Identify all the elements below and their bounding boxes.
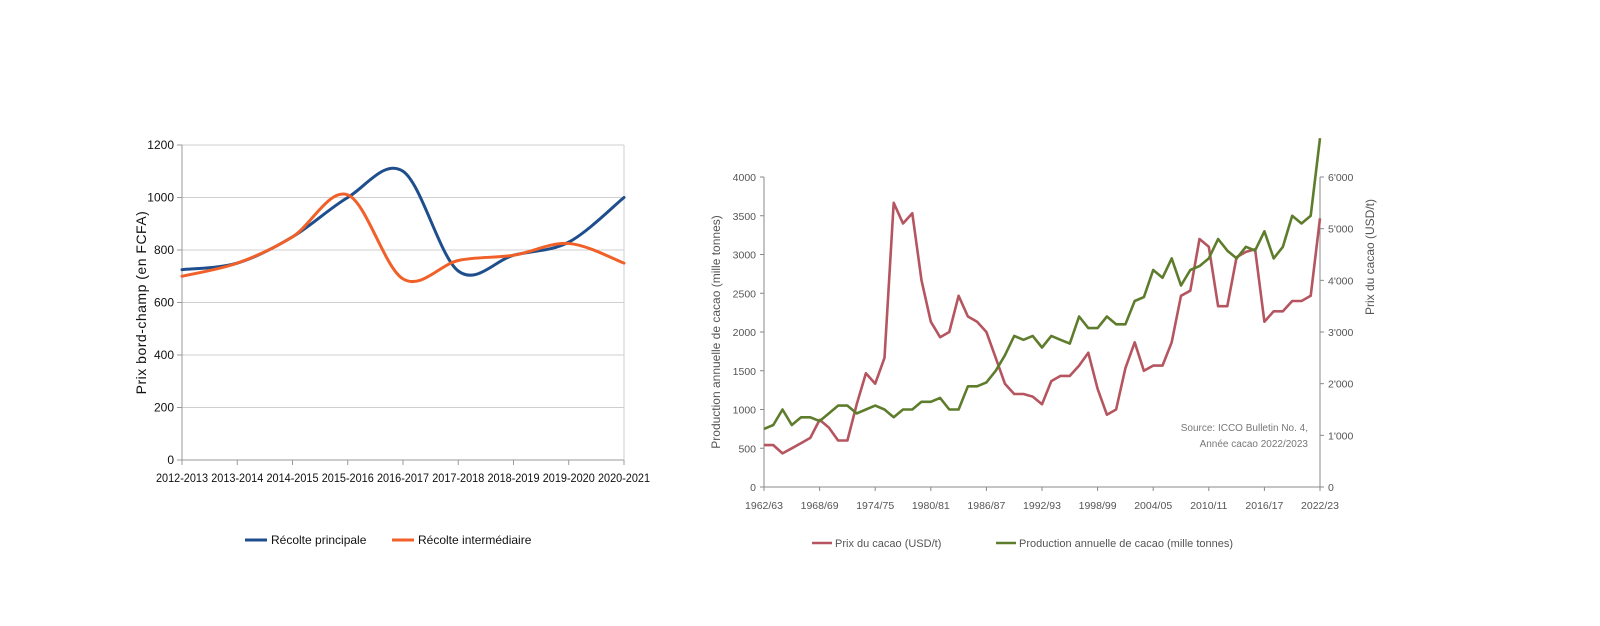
x-tick-label: 2017-2018 (432, 471, 484, 485)
x-tick-label: 2013-2014 (211, 471, 263, 485)
y-tick-label: 200 (154, 401, 174, 415)
left-tick-label: 1500 (733, 366, 757, 378)
x-tick-label: 2014-2015 (267, 471, 319, 485)
x-tick-label: 2016-2017 (377, 471, 429, 485)
left-axis-label: Production annuelle de cacao (mille tonn… (709, 215, 723, 448)
x-tick-label: 2004/05 (1134, 500, 1172, 512)
x-tick-label: 2022/23 (1301, 500, 1339, 512)
series-line-recolte-intermediaire (180, 192, 626, 283)
x-tick-label: 2012-2013 (156, 471, 208, 485)
x-tick-label: 1962/63 (745, 500, 783, 512)
series-line-production-cacao (763, 138, 1322, 431)
y-axis-label: Prix bord-champ (en FCFA) (133, 211, 149, 395)
chart-prix-bord-champ: 0 200 400 600 800 1000 1200 2012-2013 2013-2014 2… (133, 138, 650, 547)
left-tick-label: 0 (750, 482, 756, 494)
right-tick-label: 6'000 (1328, 172, 1354, 184)
x-tick-label: 1998/99 (1079, 500, 1117, 512)
left-tick-label: 4000 (733, 172, 757, 184)
left-tick-label: 1000 (733, 405, 757, 417)
x-tick-label: 2010/11 (1190, 500, 1227, 512)
left-tick-label: 2000 (733, 327, 757, 339)
x-tick-label: 1974/75 (856, 500, 894, 512)
left-tick-label: 500 (738, 443, 756, 455)
legend-label: Prix du cacao (USD/t) (835, 538, 941, 550)
legend-label: Production annuelle de cacao (mille tonn… (1019, 538, 1233, 550)
y-tick-label: 1200 (147, 138, 174, 152)
right-tick-label: 2'000 (1328, 379, 1354, 391)
y-tick-label: 400 (154, 348, 174, 362)
right-axis-label: Prix du cacao (USD/t) (1363, 199, 1377, 315)
x-tick-label: 1986/87 (967, 500, 1005, 512)
x-tick-label: 2020-2021 (598, 471, 650, 485)
left-tick-label: 3000 (733, 250, 757, 262)
right-tick-label: 4'000 (1328, 275, 1354, 287)
source-annotation: Année cacao 2022/2023 (1200, 439, 1309, 450)
source-annotation: Source: ICCO Bulletin No. 4, (1181, 423, 1308, 434)
legend-label: Récolte principale (271, 533, 367, 547)
x-tick-label: 1968/69 (801, 500, 839, 512)
x-tick-label: 2016/17 (1245, 500, 1283, 512)
left-tick-label: 2500 (733, 288, 757, 300)
right-tick-label: 5'000 (1328, 224, 1354, 236)
x-tick-label: 1992/93 (1023, 500, 1061, 512)
y-tick-label: 1000 (147, 191, 174, 205)
y-tick-label: 800 (154, 243, 174, 257)
x-tick-label: 2018-2019 (488, 471, 540, 485)
right-tick-label: 0 (1328, 482, 1334, 494)
right-tick-label: 3'000 (1328, 327, 1354, 339)
chart-prix-production-cacao: 0 500 1000 1500 2000 2500 3000 3500 4000 0 1'000 2'… (709, 138, 1377, 550)
series-line-prix-cacao (764, 201, 1322, 455)
left-tick-label: 3500 (733, 211, 757, 223)
right-tick-label: 1'000 (1328, 430, 1354, 442)
y-tick-label: 0 (167, 453, 174, 467)
y-tick-label: 600 (154, 296, 174, 310)
x-tick-label: 1980/81 (912, 500, 950, 512)
legend-label: Récolte intermédiaire (418, 533, 532, 547)
x-tick-label: 2019-2020 (543, 471, 595, 485)
x-tick-label: 2015-2016 (322, 471, 374, 485)
